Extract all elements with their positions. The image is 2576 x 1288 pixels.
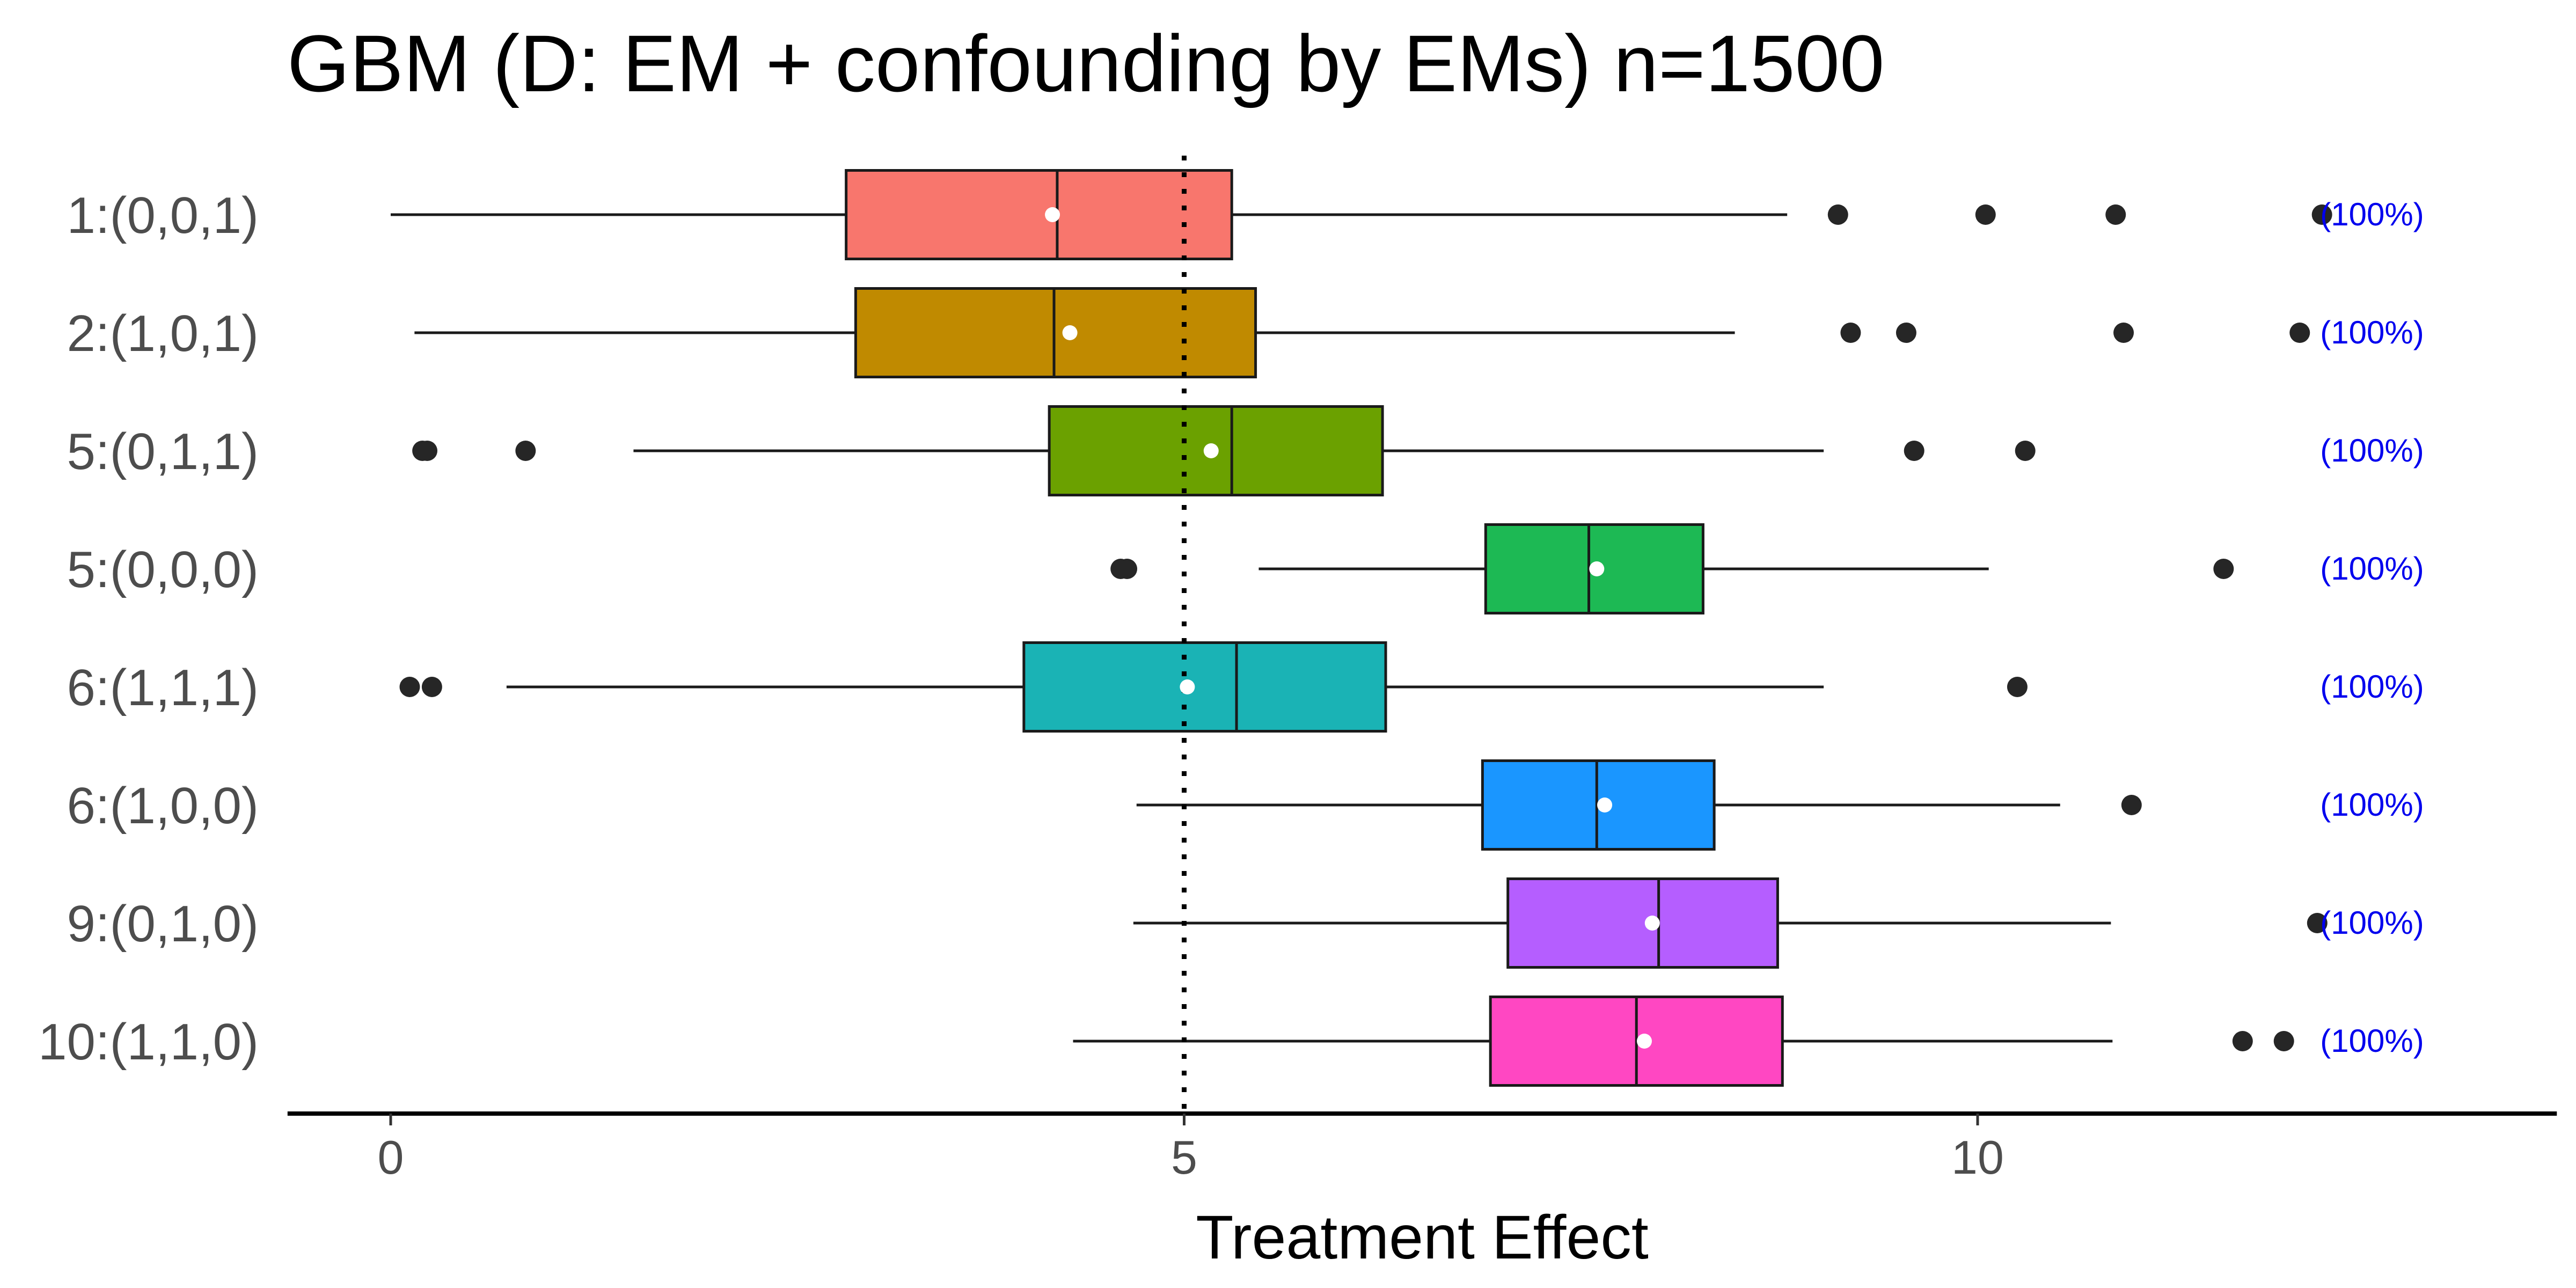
percent-annotation: (100%) bbox=[2320, 905, 2424, 941]
percent-annotation: (100%) bbox=[2320, 787, 2424, 823]
category-label: 6:(1,0,0) bbox=[67, 777, 259, 835]
mean-marker bbox=[1589, 561, 1605, 576]
outlier-point bbox=[1117, 559, 1138, 579]
box bbox=[845, 169, 1233, 260]
outlier-point bbox=[2273, 1031, 2294, 1051]
box bbox=[1048, 405, 1384, 496]
outlier-point bbox=[2311, 204, 2332, 225]
x-axis: 0 5 10 bbox=[287, 1111, 2557, 1184]
outlier-point bbox=[2232, 1031, 2253, 1051]
mean-marker bbox=[1203, 443, 1219, 458]
outlier-point bbox=[2121, 795, 2142, 815]
category-label: 10:(1,1,0) bbox=[38, 1013, 259, 1071]
box-group: 2:(1,0,1) (100%) bbox=[67, 287, 2424, 378]
box-group: 10:(1,1,0) (100%) bbox=[38, 996, 2424, 1087]
mean-marker bbox=[1597, 797, 1613, 813]
box-group: 9:(0,1,0) (100%) bbox=[67, 877, 2424, 969]
box-group: 5:(0,1,1) (100%) bbox=[67, 405, 2424, 496]
outlier-point bbox=[2007, 677, 2028, 697]
percent-annotation: (100%) bbox=[2320, 669, 2424, 705]
category-label: 5:(0,1,1) bbox=[67, 423, 259, 480]
outlier-point bbox=[399, 677, 420, 697]
percent-annotation: (100%) bbox=[2320, 1023, 2424, 1059]
mean-marker bbox=[1045, 207, 1060, 222]
outlier-point bbox=[2113, 323, 2134, 343]
outlier-point bbox=[1827, 204, 1848, 225]
box bbox=[1506, 877, 1779, 969]
outlier-point bbox=[1896, 323, 1916, 343]
outlier-point bbox=[421, 677, 442, 697]
chart-title: GBM (D: EM + confounding by EMs) n=1500 bbox=[287, 18, 1885, 108]
outlier-point bbox=[2289, 323, 2310, 343]
mean-marker bbox=[1644, 916, 1660, 931]
x-tick-label: 5 bbox=[1171, 1131, 1197, 1184]
x-tick-label: 0 bbox=[378, 1131, 404, 1184]
box-group: 6:(1,0,0) (100%) bbox=[67, 759, 2424, 851]
mean-marker bbox=[1637, 1034, 1652, 1049]
plot-rows: 1:(0,0,1) (100%) 2:(1,0,1) (100%) 5:(0,1,1) (… bbox=[38, 169, 2424, 1087]
box-group: 1:(0,0,1) (100%) bbox=[67, 169, 2424, 260]
x-tick-label: 10 bbox=[1951, 1131, 2004, 1184]
category-label: 1:(0,0,1) bbox=[67, 187, 259, 244]
percent-annotation: (100%) bbox=[2320, 196, 2424, 232]
box-group: 6:(1,1,1) (100%) bbox=[67, 641, 2424, 733]
x-axis-title: Treatment Effect bbox=[1196, 1203, 1649, 1272]
category-label: 5:(0,0,0) bbox=[67, 541, 259, 598]
mean-marker bbox=[1180, 679, 1195, 694]
outlier-point bbox=[2105, 204, 2126, 225]
plot-marks bbox=[1045, 207, 1660, 1049]
outlier-point bbox=[2307, 913, 2328, 933]
box bbox=[854, 287, 1257, 378]
outlier-point bbox=[515, 441, 536, 461]
outlier-point bbox=[2015, 441, 2036, 461]
outlier-point bbox=[1975, 204, 1996, 225]
outlier-point bbox=[1904, 441, 1924, 461]
category-label: 9:(0,1,0) bbox=[67, 895, 259, 953]
outlier-point bbox=[1840, 323, 1861, 343]
mean-marker bbox=[1062, 325, 1078, 340]
percent-annotation: (100%) bbox=[2320, 433, 2424, 469]
category-label: 2:(1,0,1) bbox=[67, 305, 259, 362]
box-group: 5:(0,0,0) (100%) bbox=[67, 523, 2424, 614]
outlier-point bbox=[417, 441, 438, 461]
outlier-point bbox=[2213, 559, 2234, 579]
category-label: 6:(1,1,1) bbox=[67, 659, 259, 716]
percent-annotation: (100%) bbox=[2320, 551, 2424, 587]
box bbox=[1022, 641, 1387, 733]
percent-annotation: (100%) bbox=[2320, 314, 2424, 350]
